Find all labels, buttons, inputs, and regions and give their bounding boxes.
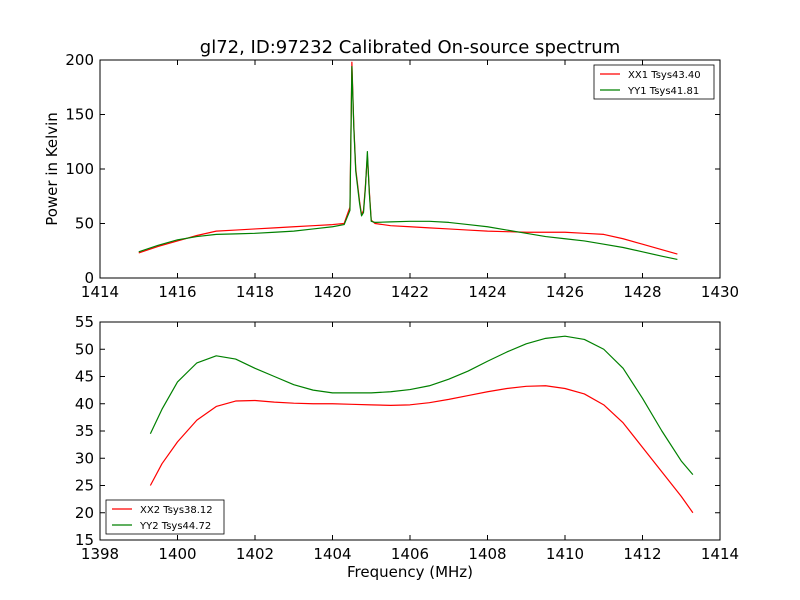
- x-tick-label: 1412: [623, 545, 661, 563]
- x-tick-label: 1426: [546, 283, 584, 301]
- y-tick-label: 40: [75, 395, 94, 413]
- x-tick-label: 1422: [391, 283, 429, 301]
- legend-label: YY2 Tsys44.72: [139, 521, 211, 532]
- y-tick-label: 25: [75, 477, 94, 495]
- y-tick-label: 35: [75, 422, 94, 440]
- x-tick-label: 1428: [623, 283, 661, 301]
- legend: XX2 Tsys38.12 YY2 Tsys44.72: [105, 499, 225, 535]
- x-tick-label: 1400: [158, 545, 196, 563]
- x-tick-label: 1402: [236, 545, 274, 563]
- series-line-1: [149, 385, 694, 514]
- legend: XX1 Tsys43.40 YY1 Tsys41.81: [593, 64, 715, 100]
- legend-label: XX2 Tsys38.12: [140, 505, 213, 516]
- legend-box: [105, 499, 225, 535]
- x-tick-label: 1398: [81, 545, 119, 563]
- x-tick-label: 1414: [701, 545, 739, 563]
- y-tick-label: 50: [75, 340, 94, 358]
- y-tick-label: 200: [65, 51, 94, 69]
- x-tick-label: 1404: [313, 545, 351, 563]
- y-tick-label: 45: [75, 368, 94, 386]
- x-tick-label: 1410: [546, 545, 584, 563]
- top-plot: 1414 1416 1418 1420 1422 1424 1426 1428 1430 0 50 1…: [65, 51, 739, 301]
- y-tick-label: 50: [75, 215, 94, 233]
- x-tick-label: 1420: [313, 283, 351, 301]
- x-tick-label: 1406: [391, 545, 429, 563]
- x-tick-label: 1414: [81, 283, 119, 301]
- x-tick-label: 1416: [158, 283, 196, 301]
- x-tick-label: 1418: [236, 283, 274, 301]
- series-line-2: [149, 335, 694, 475]
- y-tick-label: 20: [75, 504, 94, 522]
- y-tick-label: 55: [75, 313, 94, 331]
- series-line-2: [138, 65, 678, 261]
- y-tick-label: 150: [65, 106, 94, 124]
- y-tick-label: 100: [65, 160, 94, 178]
- legend-box: [593, 64, 715, 100]
- bottom-plot: 1398 1400 1402 1404 1406 1408 1410 1412 1414 15 20…: [75, 313, 739, 563]
- y-axis-label: Power in Kelvin: [43, 112, 61, 226]
- chart-title: gl72, ID:97232 Calibrated On-source spec…: [200, 37, 620, 58]
- x-axis-label: Frequency (MHz): [347, 563, 473, 581]
- x-tick-label: 1430: [701, 283, 739, 301]
- legend-label: YY1 Tsys41.81: [627, 86, 699, 97]
- x-tick-label: 1408: [468, 545, 506, 563]
- y-tick-label: 30: [75, 449, 94, 467]
- y-tick-label: 15: [75, 531, 94, 549]
- x-tick-label: 1424: [468, 283, 506, 301]
- legend-label: XX1 Tsys43.40: [628, 70, 701, 81]
- y-tick-label: 0: [84, 269, 94, 287]
